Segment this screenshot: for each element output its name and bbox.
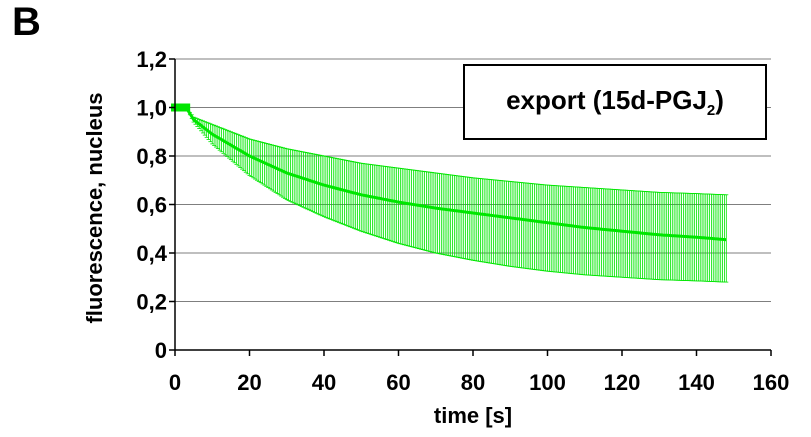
error-bars [173,107,729,283]
y-tick-label: 0,8 [136,144,167,169]
mean-line [175,106,727,242]
x-tick-label: 100 [529,370,566,395]
axes [169,58,772,356]
legend-label: export (15d-PGJ2) [506,84,724,120]
x-tick-labels: 0 20 40 60 80 100 120 140 160 [169,370,789,395]
x-axis-title: time [s] [434,403,512,428]
y-tick-labels: 0 0,2 0,4 0,6 0,8 1,0 1,2 [136,47,167,363]
x-tick-label: 80 [461,370,485,395]
y-tick-label: 0,6 [136,193,167,218]
legend: export (15d-PGJ2) [463,64,767,140]
x-tick-label: 160 [753,370,790,395]
y-tick-label: 0 [155,338,167,363]
x-tick-label: 40 [312,370,336,395]
data-point [182,103,191,112]
y-tick-label: 1,0 [136,96,167,121]
x-tick-label: 120 [604,370,641,395]
y-tick-label: 1,2 [136,47,167,72]
y-tick-label: 0,2 [136,290,167,315]
x-tick-label: 20 [237,370,261,395]
panel-label: B [12,0,41,44]
x-tick-label: 0 [169,370,181,395]
x-tick-label: 60 [386,370,410,395]
y-axis-title: fluorescence, nucleus [82,92,107,323]
y-tick-label: 0,4 [136,241,167,266]
x-tick-label: 140 [678,370,715,395]
